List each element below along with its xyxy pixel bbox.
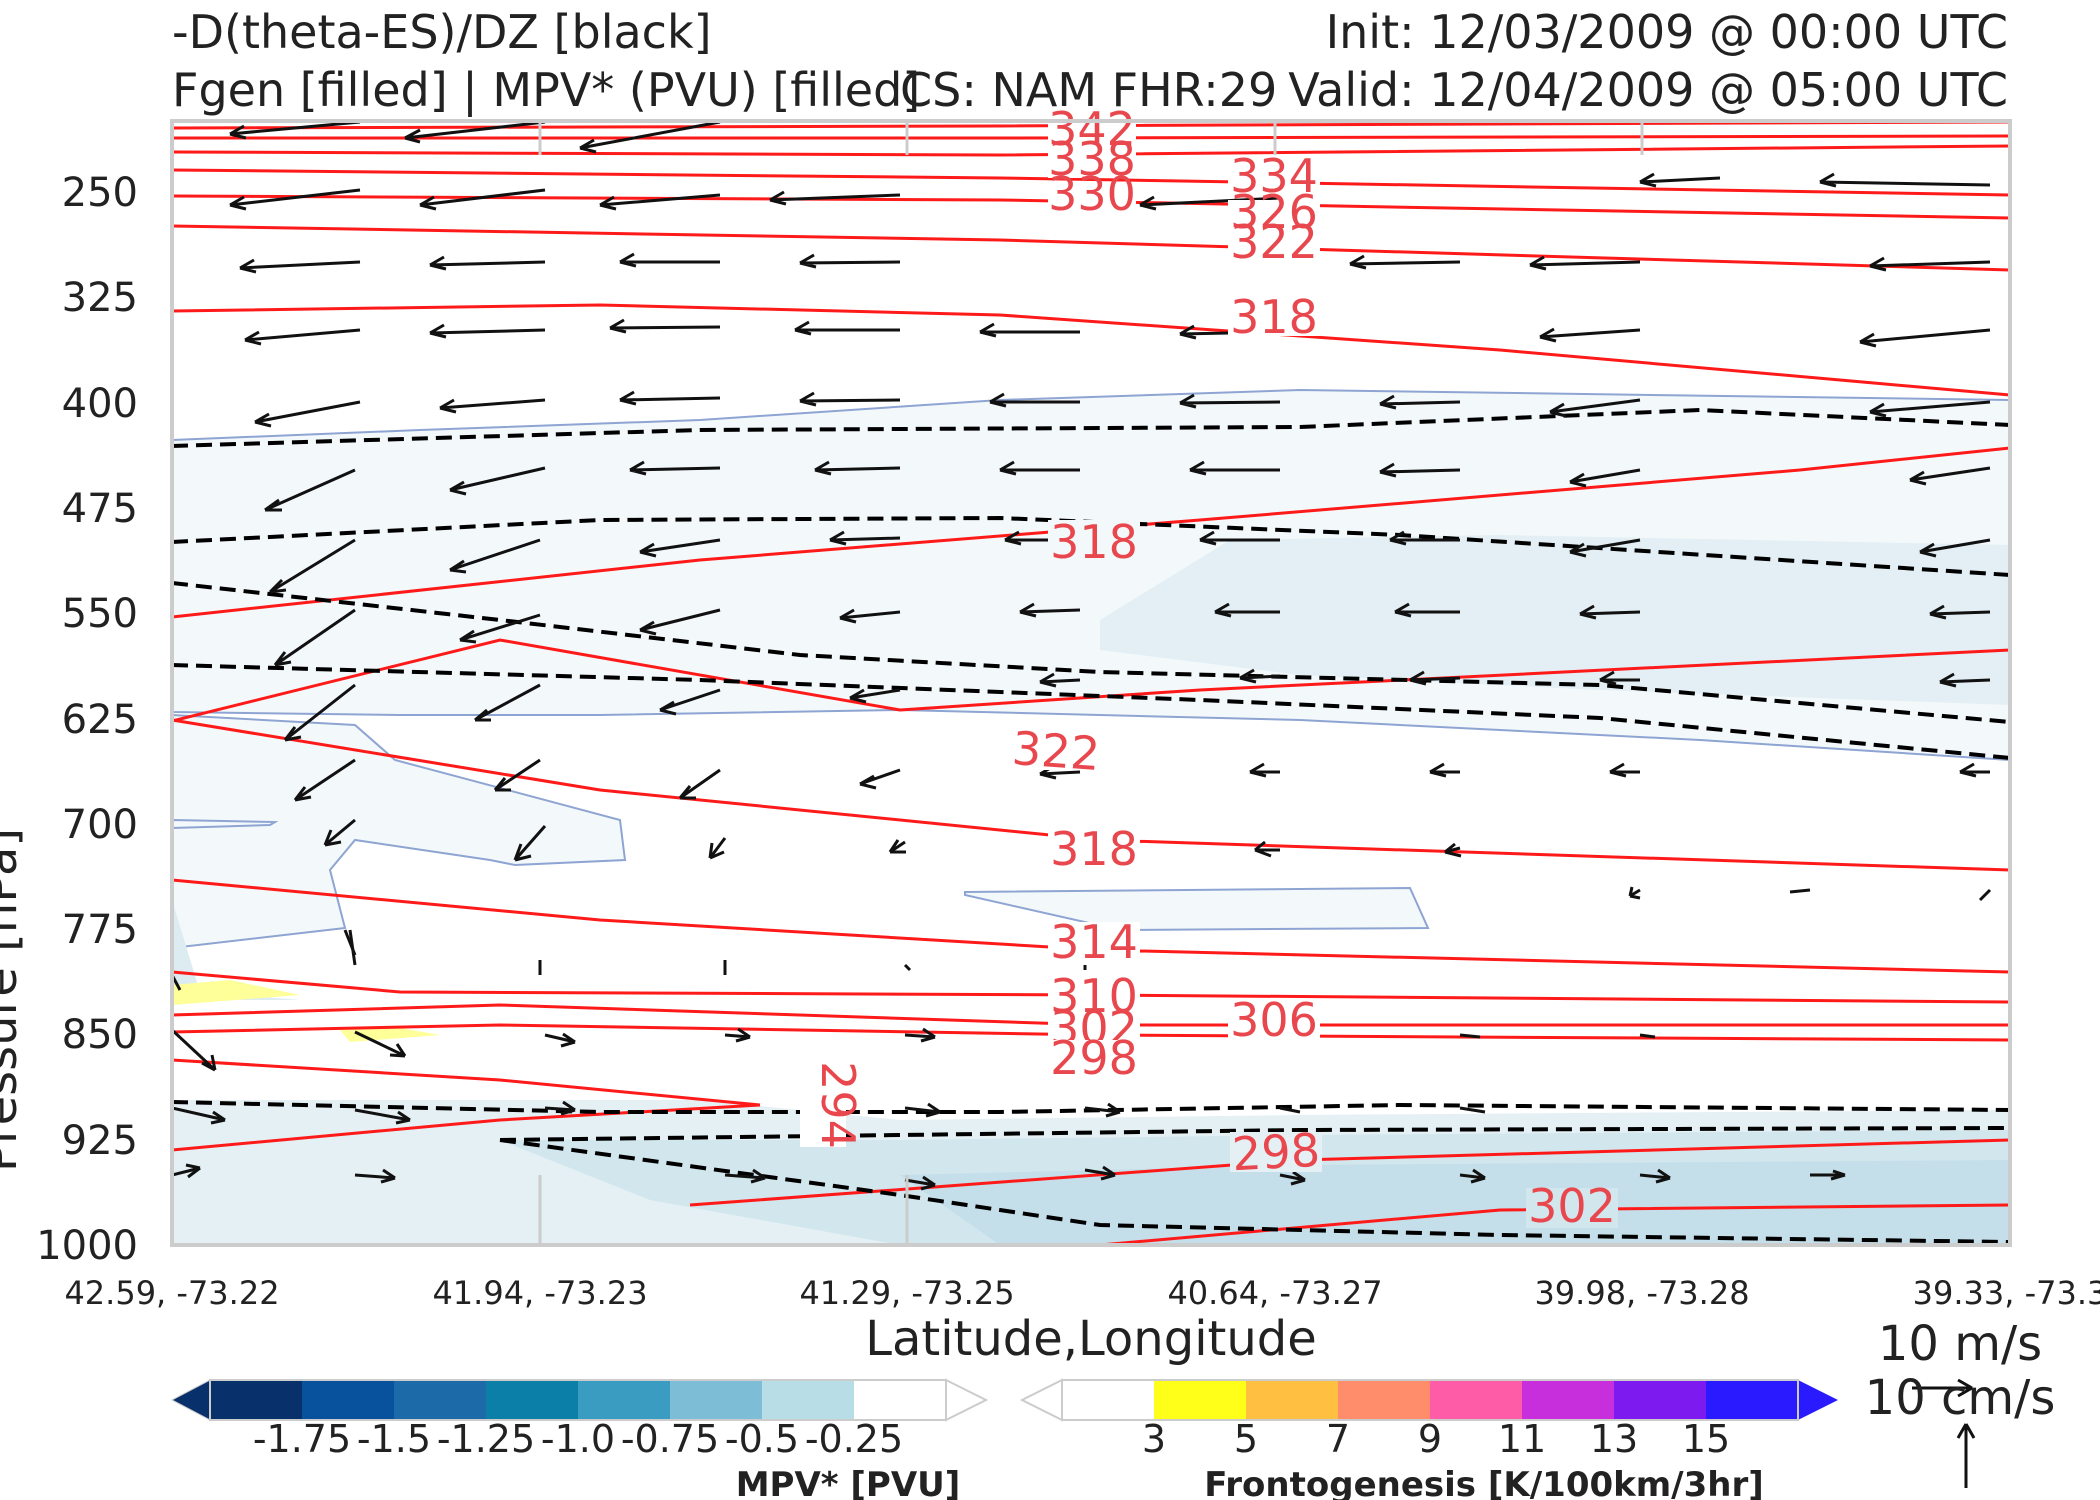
dtheta-contours (172, 407, 2010, 1244)
fgen-tick: 7 (1326, 1417, 1350, 1461)
x-tick-label: 41.94, -73.23 (432, 1274, 647, 1312)
x-tick-label: 41.29, -73.25 (799, 1274, 1014, 1312)
title-init: Init: 12/03/2009 @ 00:00 UTC (1326, 5, 2008, 59)
x-tick-label: 40.64, -73.27 (1167, 1274, 1382, 1312)
y-tick-label: 400 (62, 381, 138, 427)
wind-key-vertical-arrow (1956, 1423, 1976, 1488)
mpv-colorbar-title: MPV* [PVU] (736, 1465, 961, 1500)
contour-label: 342 (1048, 102, 1136, 156)
mpv-region-left (172, 713, 627, 950)
theta-es-contours (172, 121, 2010, 1245)
mpv-tick: -1.25 (437, 1417, 535, 1461)
contour-label: 330 (1048, 167, 1136, 221)
y-tick-label: 925 (62, 1118, 138, 1164)
contour-label: 298 (1050, 1031, 1138, 1085)
fgen-colorbar: 3 5 7 9 11 13 15 Frontogenesis [K/100km/… (1019, 1378, 1838, 1500)
y-tick-label: 700 (62, 802, 138, 848)
mpv-tick: -1.75 (253, 1417, 351, 1461)
plot-frame (170, 119, 2012, 1247)
mpv-colorbar: -1.75 -1.5 -1.25 -1.0 -0.75 -0.5 -0.25 M… (170, 1378, 989, 1500)
wind-vectors (172, 121, 1992, 1191)
fgen-tick: 9 (1418, 1417, 1442, 1461)
contour-label: 318 (1050, 515, 1138, 569)
x-axis: 42.59, -73.22 41.94, -73.23 41.29, -73.2… (64, 1274, 2100, 1367)
mpv-region-small (964, 886, 1430, 932)
fgen-tick: 11 (1498, 1417, 1546, 1461)
y-tick-label: 850 (62, 1012, 138, 1058)
mpv-tick: -0.75 (621, 1417, 719, 1461)
x-tick-label: 42.59, -73.22 (64, 1274, 279, 1312)
y-tick-label: 325 (62, 275, 138, 321)
y-tick-label: 550 (62, 591, 138, 637)
contour-label: 318 (1050, 822, 1138, 876)
y-tick-label: 475 (62, 486, 138, 532)
fgen-tick: 13 (1590, 1417, 1638, 1461)
fgen-patch-1 (172, 980, 300, 1005)
contour-label: 334 (1230, 149, 1318, 203)
contour-label: 294 (811, 1061, 865, 1149)
x-tick-label: 39.33, -73.3 (1913, 1274, 2100, 1312)
y-tick-label: 625 (62, 697, 138, 743)
title-valid: Valid: 12/04/2009 @ 05:00 UTC (1288, 63, 2008, 117)
title-center: CS: NAM FHR:29 (900, 63, 1277, 117)
y-axis: 250 325 400 475 550 625 700 775 850 925 … (0, 170, 138, 1269)
x-axis-label: Latitude,Longitude (865, 1311, 1317, 1367)
contour-label: 318 (1230, 290, 1318, 344)
wind-key-vertical-label: 10 cm/s (1865, 1370, 2056, 1426)
contour-labels: 342 338 330 334 326 322 318 318 322 318 … (800, 102, 1618, 1233)
fgen-tick: 15 (1682, 1417, 1730, 1461)
x-tick-label: 39.98, -73.28 (1534, 1274, 1749, 1312)
fgen-colorbar-title: Frontogenesis [K/100km/3hr] (1204, 1465, 1764, 1500)
contour-label: 306 (1230, 993, 1318, 1047)
fgen-patch-2 (340, 1028, 440, 1042)
fgen-tick: 5 (1234, 1417, 1258, 1461)
wind-key-horizontal-arrow (1912, 1378, 1973, 1398)
contour-label: 322 (1010, 721, 1101, 781)
title-left-2: Fgen [filled] | MPV* (PVU) [filled] (172, 63, 920, 118)
y-tick-label: 775 (62, 907, 138, 953)
fgen-tick: 3 (1142, 1417, 1166, 1461)
contour-label: 310 (1050, 969, 1138, 1023)
contour-label: 302 (1528, 1179, 1616, 1233)
contour-label: 298 (1231, 1123, 1322, 1182)
contour-label: 338 (1048, 132, 1136, 186)
y-axis-label: Pressure [hPa] (0, 828, 28, 1172)
mpv-tick: -1.5 (357, 1417, 431, 1461)
y-tick-label: 1000 (36, 1223, 138, 1269)
contour-label: 322 (1230, 215, 1318, 269)
mpv-tick: -0.25 (805, 1417, 903, 1461)
mpv-tick: -1.0 (541, 1417, 615, 1461)
wind-key: 10 m/s 10 cm/s (1865, 1316, 2056, 1488)
wind-key-horizontal-label: 10 m/s (1878, 1316, 2042, 1372)
y-tick-label: 250 (62, 170, 138, 216)
contour-label: 314 (1050, 915, 1138, 969)
title-left-1: -D(theta-ES)/DZ [black] (172, 5, 712, 59)
mpv-tick: -0.5 (725, 1417, 799, 1461)
plot-area: 342 338 330 334 326 322 318 318 322 318 … (170, 102, 2012, 1247)
